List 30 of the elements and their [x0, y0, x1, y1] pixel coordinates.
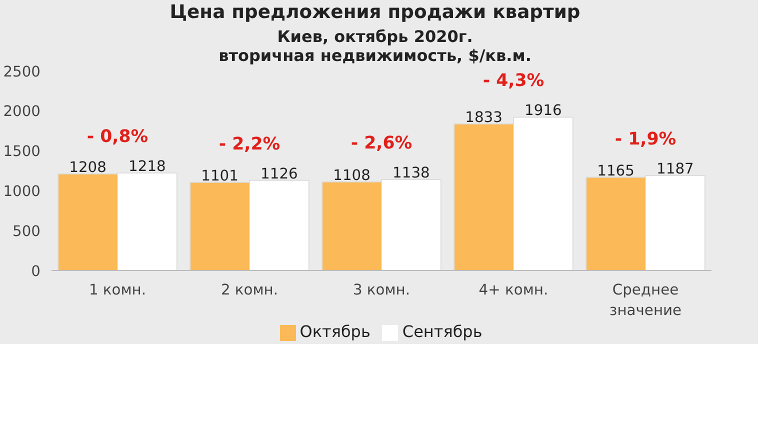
- legend-label: Сентябрь: [402, 322, 482, 342]
- data-label: 1108: [333, 166, 370, 184]
- y-tick-label: 2500: [3, 64, 41, 81]
- chart-subtitle: Киев, октябрь 2020г. вторичная недвижимость, $/кв.м.: [218, 26, 532, 66]
- chart-title: Цена предложения продажи квартир: [170, 1, 580, 25]
- data-label: 1126: [260, 165, 298, 182]
- data-label: 1916: [524, 102, 562, 120]
- data-label: 1187: [656, 160, 694, 178]
- y-tick-label: 1000: [3, 183, 41, 200]
- data-label: 1208: [69, 158, 106, 176]
- annotation: - 4,3%: [482, 71, 544, 92]
- y-tick-label: 2000: [3, 103, 41, 120]
- y-tick-label: 1500: [3, 143, 41, 160]
- data-label: 1165: [597, 162, 634, 180]
- legend-label: Октябрь: [300, 322, 370, 342]
- annotation: - 0,8%: [86, 127, 148, 148]
- data-label: 1218: [128, 158, 166, 176]
- x-tick-label: 4+ комн.: [478, 282, 548, 299]
- x-tick-label: 2 комн.: [220, 282, 278, 299]
- data-label: 1138: [392, 164, 430, 182]
- data-label: 1101: [201, 167, 238, 184]
- annotation: - 2,2%: [218, 134, 280, 154]
- y-tick-label: 500: [12, 223, 41, 240]
- data-label: 1833: [465, 108, 502, 126]
- x-tick-label: 1 комн.: [88, 282, 146, 299]
- y-tick-label: 0: [31, 263, 41, 280]
- x-tick-label: Среднее значение: [609, 282, 682, 319]
- annotation: - 1,9%: [614, 130, 676, 150]
- annotation: - 2,6%: [350, 134, 412, 154]
- x-tick-label: 3 комн.: [352, 282, 410, 299]
